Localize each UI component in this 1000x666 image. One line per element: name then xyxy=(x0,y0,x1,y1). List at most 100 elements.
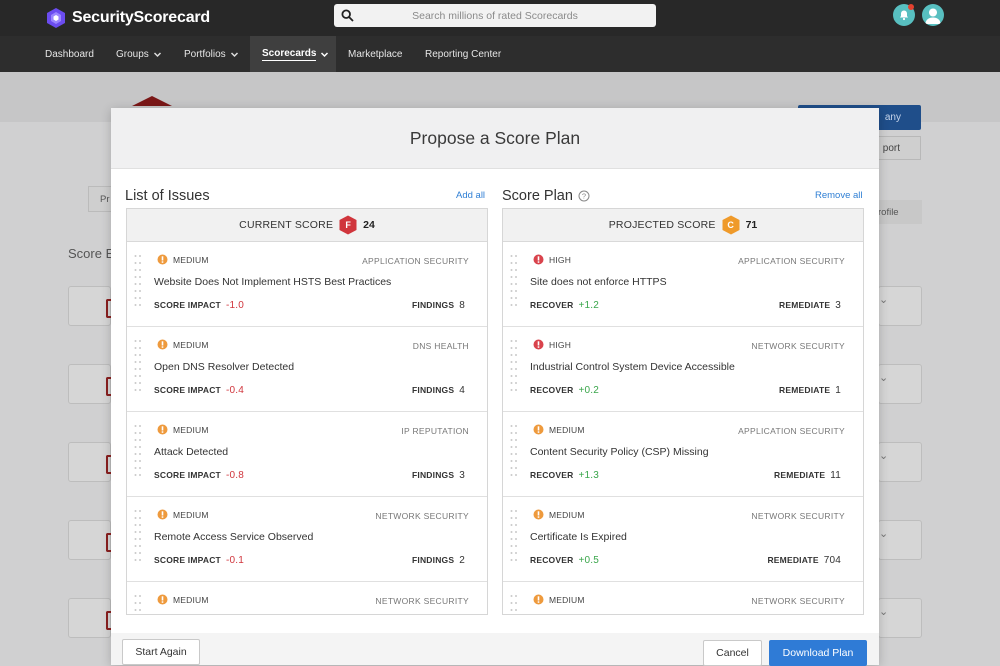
issues-list: CURRENT SCORE F 24 MEDIUM APPLICATION SEC… xyxy=(126,208,488,615)
brand-name: SecurityScorecard xyxy=(72,9,211,26)
drag-handle-icon[interactable] xyxy=(134,254,142,310)
issue-row[interactable]: MEDIUM APPLICATION SECURITY Content Securi… xyxy=(503,412,863,497)
issue-count: REMEDIATE 11 xyxy=(774,470,841,481)
issue-category: APPLICATION SECURITY xyxy=(738,426,845,436)
top-bar: SecurityScorecard xyxy=(0,0,1000,36)
severity-icon xyxy=(157,594,168,605)
impact-value: -0.8 xyxy=(225,470,244,481)
factor-card xyxy=(68,286,113,326)
nav-label: Dashboard xyxy=(45,48,94,60)
hexagon-icon xyxy=(339,215,357,235)
issue-category: NETWORK SECURITY xyxy=(375,596,469,606)
svg-text:?: ? xyxy=(582,192,586,201)
factor-card xyxy=(68,442,113,482)
drag-handle-icon[interactable] xyxy=(134,509,142,565)
factor-card-right xyxy=(878,364,922,404)
issue-count: REMEDIATE 3 xyxy=(779,300,841,311)
drag-handle-icon[interactable] xyxy=(134,594,142,615)
issue-title: Attack Detected xyxy=(154,446,229,458)
nav-label: Scorecards xyxy=(262,47,317,61)
score-impact: SCORE IMPACT -0.8 xyxy=(154,470,244,481)
issue-row[interactable]: HIGH NETWORK SECURITY Industrial Control S… xyxy=(503,327,863,412)
issue-category: APPLICATION SECURITY xyxy=(738,256,845,266)
nav-dashboard[interactable]: Dashboard xyxy=(45,36,94,72)
projected-score-bar: PROJECTED SCORE C 71 xyxy=(503,209,863,242)
issue-count: REMEDIATE 704 xyxy=(767,555,841,566)
score-impact: RECOVER +1.2 xyxy=(530,300,599,311)
issue-title: Open DNS Resolver Detected xyxy=(154,361,295,373)
help-icon[interactable]: ? xyxy=(578,190,590,202)
nav-groups[interactable]: Groups xyxy=(116,36,162,72)
count-value: 1 xyxy=(835,385,841,396)
score-impact: SCORE IMPACT -1.0 xyxy=(154,300,244,311)
button-label: port xyxy=(882,142,900,154)
start-again-button[interactable]: Start Again xyxy=(122,639,200,665)
nav-reporting-center[interactable]: Reporting Center xyxy=(425,36,501,72)
logo[interactable]: SecurityScorecard xyxy=(45,7,210,29)
severity-label: MEDIUM xyxy=(173,509,209,520)
remove-all-link[interactable]: Remove all xyxy=(815,190,863,201)
issue-row[interactable]: MEDIUM NETWORK SECURITY Certificate Is Exp… xyxy=(503,497,863,582)
issue-row[interactable]: HIGH APPLICATION SECURITY Site does not en… xyxy=(503,242,863,327)
download-plan-button[interactable]: Download Plan xyxy=(769,640,867,666)
severity-icon xyxy=(157,509,168,520)
issue-row[interactable]: MEDIUM DNS HEALTH Open DNS Resolver Detect… xyxy=(127,327,487,412)
search-bar[interactable] xyxy=(334,4,656,27)
issue-title: Site does not enforce HTTPS xyxy=(530,276,667,288)
avatar[interactable] xyxy=(922,4,944,26)
score-impact: RECOVER +0.2 xyxy=(530,385,599,396)
issue-row[interactable]: MEDIUM APPLICATION SECURITY Website Does N… xyxy=(127,242,487,327)
cancel-button[interactable]: Cancel xyxy=(703,640,762,666)
drag-handle-icon[interactable] xyxy=(510,594,518,615)
add-all-link[interactable]: Add all xyxy=(456,190,486,201)
count-label: FINDINGS xyxy=(412,555,455,565)
profile-tab: rofile xyxy=(876,200,922,224)
drag-handle-icon[interactable] xyxy=(134,339,142,395)
score-impact: SCORE IMPACT -0.4 xyxy=(154,385,244,396)
issue-row[interactable]: MEDIUM IP REPUTATION Attack Detected SCORE … xyxy=(127,412,487,497)
severity-label: MEDIUM xyxy=(173,424,209,435)
severity-icon xyxy=(533,594,544,605)
current-score-value: 24 xyxy=(363,219,375,231)
score-impact: RECOVER +1.3 xyxy=(530,470,599,481)
issue-row[interactable]: MEDIUM NETWORK SECURITY xyxy=(503,582,863,615)
issue-category: IP REPUTATION xyxy=(401,426,469,436)
issues-panel-header: List of Issues xyxy=(125,186,210,206)
nav-marketplace[interactable]: Marketplace xyxy=(348,36,402,72)
severity-label: MEDIUM xyxy=(549,424,585,435)
drag-handle-icon[interactable] xyxy=(510,424,518,480)
grade-letter: C xyxy=(727,220,734,230)
search-input[interactable] xyxy=(334,4,656,27)
severity-label: HIGH xyxy=(549,339,572,350)
count-value: 3 xyxy=(459,470,465,481)
issue-row[interactable]: MEDIUM NETWORK SECURITY Remote Access Serv… xyxy=(127,497,487,582)
modal-header: Propose a Score Plan xyxy=(111,108,879,169)
severity-icon xyxy=(157,424,168,435)
hexagon-icon xyxy=(722,215,740,235)
impact-label: RECOVER xyxy=(530,555,574,565)
count-label: REMEDIATE xyxy=(767,555,819,565)
count-label: FINDINGS xyxy=(412,300,455,310)
score-impact: SCORE IMPACT -0.1 xyxy=(154,555,244,566)
nav-portfolios[interactable]: Portfolios xyxy=(184,36,239,72)
severity-icon xyxy=(533,254,544,265)
impact-label: SCORE IMPACT xyxy=(154,300,221,310)
impact-label: SCORE IMPACT xyxy=(154,470,221,480)
user-icon xyxy=(925,8,941,24)
count-value: 11 xyxy=(830,470,841,481)
drag-handle-icon[interactable] xyxy=(510,254,518,310)
nav-label: Reporting Center xyxy=(425,48,502,60)
drag-handle-icon[interactable] xyxy=(510,509,518,565)
drag-handle-icon[interactable] xyxy=(510,339,518,395)
severity: MEDIUM xyxy=(533,509,585,520)
issue-count: FINDINGS 8 xyxy=(412,300,465,311)
severity: MEDIUM xyxy=(157,424,209,435)
notifications-button[interactable] xyxy=(893,4,915,26)
nav-scorecards[interactable]: Scorecards xyxy=(250,36,336,72)
nav-label: Groups xyxy=(116,48,149,60)
drag-handle-icon[interactable] xyxy=(134,424,142,480)
issue-row[interactable]: MEDIUM NETWORK SECURITY xyxy=(127,582,487,615)
severity: MEDIUM xyxy=(157,254,209,265)
severity: MEDIUM xyxy=(157,509,209,520)
severity-label: HIGH xyxy=(549,254,572,265)
